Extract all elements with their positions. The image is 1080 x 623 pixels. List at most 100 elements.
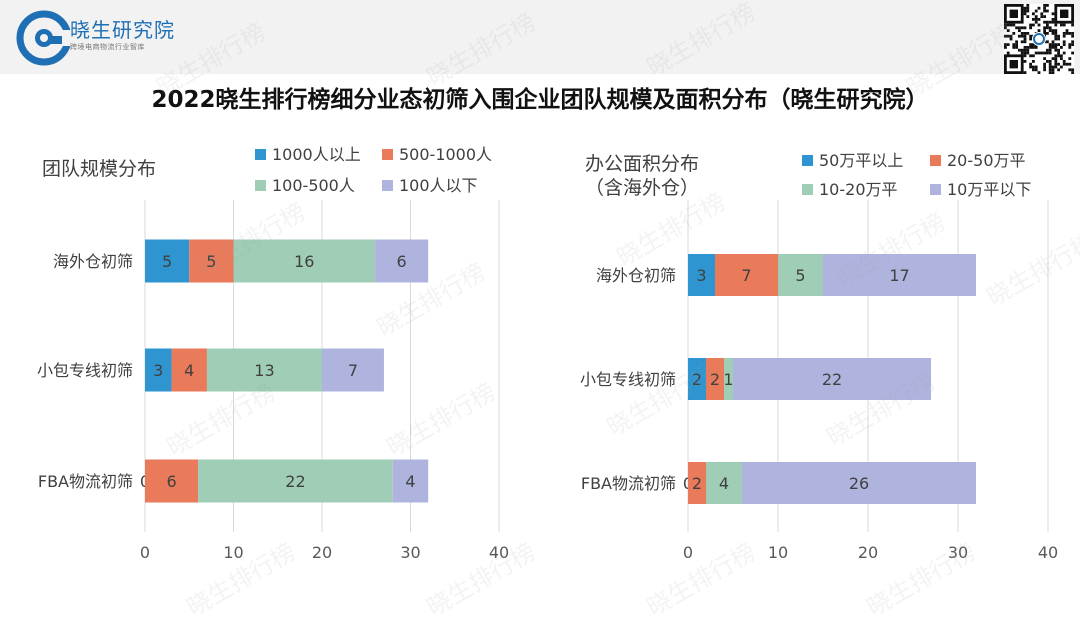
qr-module	[1004, 46, 1007, 49]
qr-module	[1037, 18, 1041, 21]
legend-label: 100-500人	[272, 176, 355, 195]
legend-swatch	[930, 184, 941, 195]
qr-module	[1051, 71, 1055, 74]
qr-module	[1065, 62, 1069, 66]
qr-finder	[1009, 9, 1018, 18]
qr-module	[1054, 46, 1058, 49]
qr-module	[1018, 48, 1021, 52]
qr-module	[1032, 18, 1035, 21]
qr-finder	[1060, 9, 1069, 18]
qr-module	[1062, 40, 1066, 44]
legend-swatch	[382, 180, 393, 191]
qr-module	[1046, 51, 1049, 55]
qr-module	[1020, 48, 1024, 52]
data-label: 7	[348, 361, 358, 380]
qr-module	[1057, 62, 1060, 66]
qr-module	[1006, 23, 1010, 27]
qr-module	[1057, 37, 1060, 41]
qr-module	[1004, 23, 1007, 27]
qr-module	[1048, 20, 1052, 24]
qr-module	[1051, 12, 1055, 16]
qr-module	[1062, 34, 1066, 38]
qr-module	[1032, 12, 1035, 16]
qr-module	[1034, 46, 1038, 49]
qr-module	[1068, 46, 1072, 49]
qr-module	[1048, 68, 1052, 72]
qr-module	[1018, 29, 1021, 32]
qr-module	[1046, 9, 1049, 13]
x-tick-label: 30	[948, 543, 968, 562]
qr-module	[1054, 60, 1058, 63]
category-label: 小包专线初筛	[37, 361, 133, 380]
chart-office-area: 0 10 20 30 40 50万平以上 20-50万平 10-20万平 10万平以下海外仓初筛…	[580, 151, 1058, 562]
qr-module	[1034, 51, 1038, 55]
qr-module	[1006, 51, 1010, 55]
qr-module	[1023, 26, 1027, 30]
qr-module	[1037, 71, 1041, 74]
qr-module	[1051, 57, 1055, 60]
qr-module	[1015, 46, 1018, 49]
qr-module	[1060, 23, 1063, 27]
qr-module	[1018, 34, 1021, 38]
qr-module	[1023, 12, 1027, 16]
bar-segment	[198, 459, 393, 503]
qr-module	[1043, 51, 1046, 55]
qr-module	[1057, 68, 1060, 72]
qr-module	[1071, 68, 1074, 72]
qr-module	[1048, 71, 1052, 74]
qr-module	[1037, 6, 1041, 10]
qr-module	[1040, 12, 1044, 16]
qr-module	[1034, 68, 1038, 72]
qr-module	[1026, 46, 1030, 49]
qr-module	[1012, 23, 1016, 27]
qr-module	[1037, 23, 1041, 27]
qr-module	[1040, 15, 1044, 18]
qr-module	[1037, 29, 1041, 32]
qr-module	[1009, 34, 1013, 38]
qr-module	[1054, 29, 1058, 32]
qr-module	[1043, 29, 1046, 32]
bar-segment	[688, 462, 706, 504]
qr-module	[1006, 43, 1010, 46]
qr-module	[1029, 46, 1032, 49]
qr-module	[1048, 26, 1052, 30]
qr-module	[1051, 43, 1055, 46]
qr-module	[1023, 60, 1027, 63]
legend-swatch	[382, 149, 393, 160]
data-label: 26	[849, 474, 869, 493]
bar-segment	[823, 254, 976, 296]
qr-module	[1057, 54, 1060, 58]
bar-segment	[733, 358, 931, 400]
qr-module	[1043, 6, 1046, 10]
bar-segment	[375, 239, 429, 283]
qr-module	[1026, 9, 1030, 13]
qr-module	[1071, 34, 1074, 38]
category-label: 海外仓初筛	[596, 266, 676, 285]
bar-segment	[145, 459, 199, 503]
qr-module	[1009, 23, 1013, 27]
data-label: 2	[710, 370, 720, 389]
qr-module	[1071, 43, 1074, 46]
legend-label: 10万平以下	[947, 180, 1031, 199]
qr-module	[1020, 26, 1024, 30]
qr-module	[1048, 62, 1052, 66]
qr-module	[1046, 60, 1049, 63]
qr-module	[1043, 57, 1046, 60]
legend-label: 1000人以上	[272, 145, 361, 164]
qr-module	[1071, 71, 1074, 74]
data-label: 22	[822, 370, 842, 389]
qr-module	[1029, 54, 1032, 58]
data-label: 3	[696, 266, 706, 285]
bar-segment	[392, 459, 429, 503]
qr-module	[1023, 32, 1027, 35]
x-tick-label: 40	[489, 543, 509, 562]
qr-module	[1032, 23, 1035, 27]
qr-module	[1057, 48, 1060, 52]
qr-module	[1057, 51, 1060, 55]
brand-logo-icon	[16, 10, 72, 66]
qr-module	[1034, 15, 1038, 18]
legend-swatch	[255, 149, 266, 160]
data-label: 1	[723, 370, 733, 389]
qr-module	[1043, 68, 1046, 72]
legend-label: 20-50万平	[947, 151, 1026, 170]
